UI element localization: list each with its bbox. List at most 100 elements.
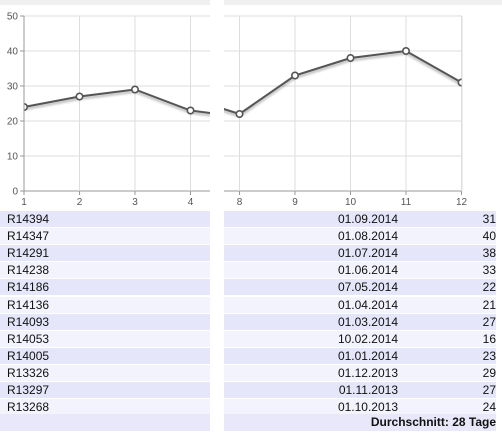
x-tick-label: 10: [345, 197, 357, 208]
row-bg-right: [224, 262, 496, 279]
invoice-date: 01.09.2014: [337, 212, 398, 226]
data-point: [401, 46, 410, 55]
invoice-id: R13326: [7, 365, 50, 380]
line-chart: 1 2 3 4 8 9 10 11 12 0 10 20 30 40 50: [0, 0, 502, 210]
invoice-date: 01.03.2014: [337, 314, 398, 329]
y-tick-label: 30: [7, 82, 19, 93]
x-tick-label: 11: [401, 197, 412, 208]
row-bg-right: [224, 399, 496, 416]
row-bg-left: [0, 313, 210, 330]
row-bg-right: [224, 296, 496, 313]
top-bar-left: [0, 0, 210, 5]
row-bg-right: [224, 347, 496, 364]
data-point: [346, 53, 355, 62]
y-tick-label: 10: [7, 152, 19, 163]
invoice-date: 01.10.2013: [337, 400, 398, 415]
y-tick-label: 0: [12, 187, 18, 198]
row-bg-left: [0, 347, 210, 364]
table-row: R13297 01.11.2013 27: [0, 382, 502, 398]
chart-panel-right: [224, 15, 462, 192]
row-bg-right: [224, 364, 496, 381]
row-bg-left: [0, 262, 210, 279]
y-tick-label: 40: [7, 47, 19, 58]
x-tick-label: 8: [237, 197, 243, 208]
row-bg-right: [224, 211, 496, 227]
invoice-date: 01.04.2014: [337, 297, 398, 312]
row-bg-right: [224, 330, 496, 347]
row-bg-left: [0, 399, 210, 416]
series-line: [24, 88, 210, 114]
row-bg-left: [0, 364, 210, 381]
days-value: 33: [482, 263, 496, 278]
data-point: [24, 103, 28, 111]
invoice-id: R13268: [7, 400, 50, 415]
table-row: R14093 01.03.2014 27: [0, 313, 502, 330]
days-value: 21: [482, 297, 496, 312]
row-bg-left: [0, 279, 210, 296]
invoice-id: R14136: [7, 297, 50, 312]
row-bg-right: [224, 245, 496, 262]
invoice-date: 01.01.2014: [337, 348, 398, 363]
footer-right-cell: Durchschnitt: 28 Tage: [224, 414, 496, 431]
x-tick-label: 4: [188, 197, 194, 208]
y-tick-label: 20: [7, 117, 19, 128]
row-bg-left: [0, 228, 210, 245]
days-value: 38: [482, 246, 496, 261]
invoice-date: 07.05.2014: [337, 280, 398, 295]
x-tick-label: 12: [456, 197, 468, 208]
invoice-id: R13297: [7, 383, 50, 397]
x-tick-label: 2: [77, 197, 83, 208]
row-bg-right: [224, 382, 496, 398]
y-tick-label: 50: [7, 12, 19, 23]
invoice-date: 01.08.2014: [337, 229, 398, 244]
table-footer: Durchschnitt: 28 Tage: [0, 414, 502, 431]
days-value: 40: [482, 229, 496, 244]
invoice-id: R14053: [7, 331, 50, 346]
invoice-id: R14005: [7, 348, 50, 363]
series-line: [224, 49, 462, 116]
table-row: R13326 01.12.2013 29: [0, 364, 502, 381]
table-row: R14347 01.08.2014 40: [0, 228, 502, 245]
average-label: Durchschnitt: 28 Tage: [370, 415, 496, 429]
invoice-id: R14186: [7, 280, 50, 295]
table-row: R14394 01.09.2014 31: [0, 211, 502, 227]
invoice-id: R14347: [7, 229, 50, 244]
table-row: R14005 01.01.2014 23: [0, 347, 502, 364]
footer-left-cell: [0, 414, 210, 431]
data-point: [290, 71, 299, 80]
days-value: 31: [482, 212, 496, 226]
row-bg-left: [0, 296, 210, 313]
invoice-date: 01.06.2014: [337, 263, 398, 278]
days-value: 22: [482, 280, 496, 295]
days-value: 16: [482, 331, 496, 346]
invoice-date: 01.12.2013: [337, 365, 398, 380]
days-value: 23: [482, 348, 496, 363]
row-bg-right: [224, 279, 496, 296]
table-row: R14291 01.07.2014 38: [0, 245, 502, 262]
table-row: R14053 10.02.2014 16: [0, 330, 502, 347]
table-row: R14136 01.04.2014 21: [0, 296, 502, 313]
row-bg-left: [0, 382, 210, 398]
invoice-id: R14394: [7, 212, 50, 226]
data-point: [75, 92, 84, 101]
invoice-date: 01.11.2013: [338, 383, 398, 397]
row-bg-left: [0, 211, 210, 227]
days-value: 27: [482, 314, 496, 329]
x-tick-label: 9: [292, 197, 298, 208]
data-point: [235, 110, 244, 119]
invoice-id: R14238: [7, 263, 50, 278]
data-point: [186, 106, 195, 115]
invoice-date: 01.07.2014: [337, 246, 398, 261]
chart-panel-left: [24, 15, 210, 192]
row-bg-right: [224, 228, 496, 245]
row-bg-right: [224, 313, 496, 330]
x-tick-label: 1: [21, 197, 27, 208]
table-row: R14186 07.05.2014 22: [0, 279, 502, 296]
invoice-id: R14291: [7, 246, 50, 261]
table-row: R14238 01.06.2014 33: [0, 262, 502, 279]
days-value: 24: [482, 400, 496, 415]
top-bar-right: [224, 0, 502, 5]
days-value: 27: [482, 383, 496, 397]
days-value: 29: [482, 365, 496, 380]
